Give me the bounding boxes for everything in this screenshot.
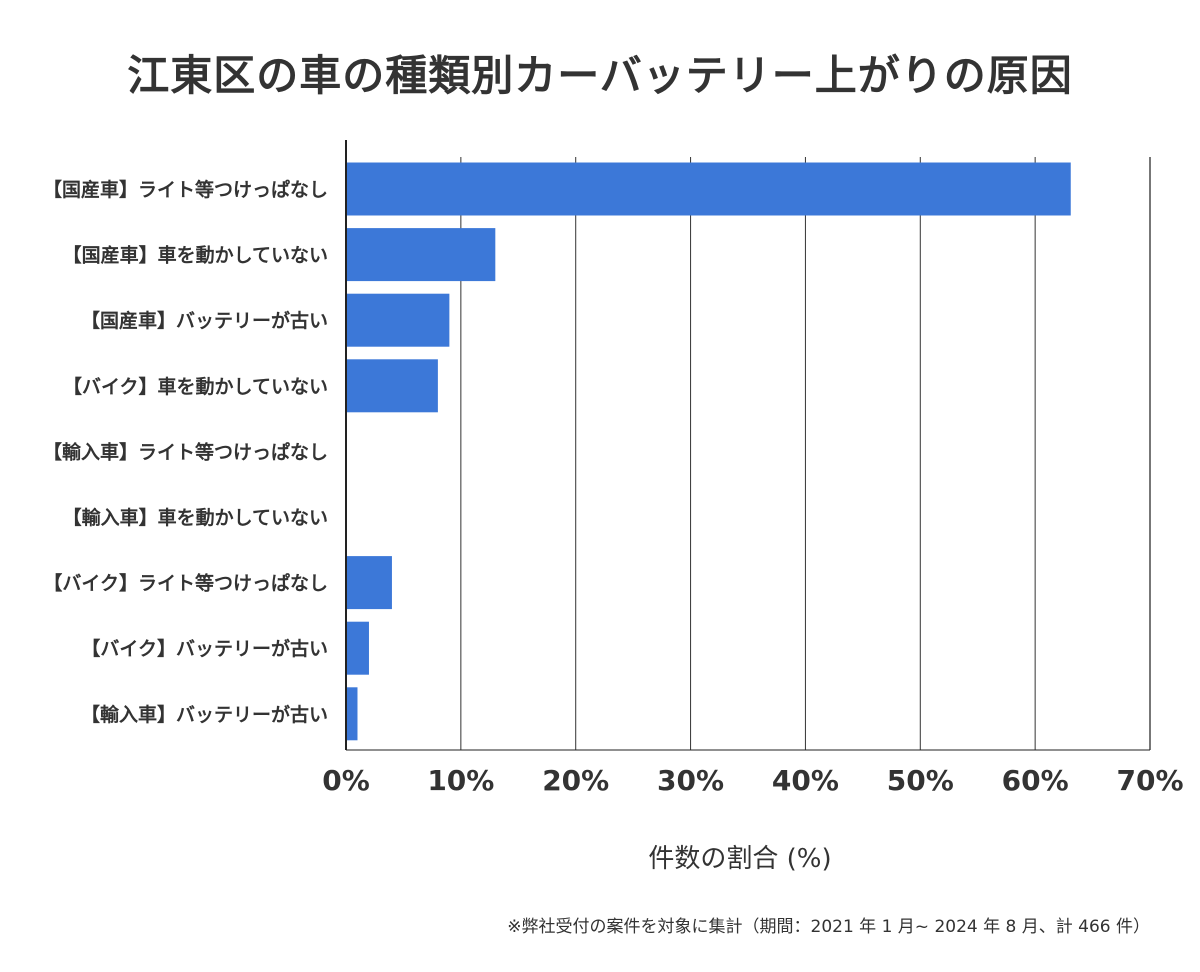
bar: [346, 293, 450, 347]
category-label: 【国産車】ライト等つけっぱなし: [43, 178, 328, 201]
x-tick-label: 70%: [1116, 764, 1183, 797]
x-tick-label: 10%: [427, 764, 494, 797]
category-label: 【国産車】車を動かしていない: [63, 244, 328, 267]
category-label: 【バイク】ライト等つけっぱなし: [43, 572, 328, 595]
chart-title: 江東区の車の種類別カーバッテリー上がりの原因: [127, 51, 1073, 100]
bar: [346, 556, 392, 610]
category-label: 【輸入車】バッテリーが古い: [81, 703, 328, 726]
category-label: 【輸入車】車を動かしていない: [63, 506, 328, 529]
x-tick-label: 50%: [887, 764, 954, 797]
x-tick-label: 20%: [542, 764, 609, 797]
category-label: 【輸入車】ライト等つけっぱなし: [43, 440, 328, 463]
category-label: 【バイク】車を動かしていない: [63, 375, 328, 398]
x-tick-label: 40%: [772, 764, 839, 797]
footnote: ※弊社受付の案件を対象に集計（期間：2021 年 1 月~ 2024 年 8 月…: [507, 917, 1150, 937]
bar: [346, 228, 496, 282]
bar: [346, 687, 358, 741]
bar: [346, 621, 369, 675]
x-axis-label: 件数の割合 (%): [648, 844, 832, 874]
x-tick-label: 30%: [657, 764, 724, 797]
x-tick-label: 0%: [322, 764, 370, 797]
bar: [346, 359, 438, 413]
bar: [346, 162, 1071, 216]
category-label: 【バイク】バッテリーが古い: [81, 637, 328, 660]
x-tick-label: 60%: [1002, 764, 1069, 797]
category-label: 【国産車】バッテリーが古い: [81, 309, 328, 332]
